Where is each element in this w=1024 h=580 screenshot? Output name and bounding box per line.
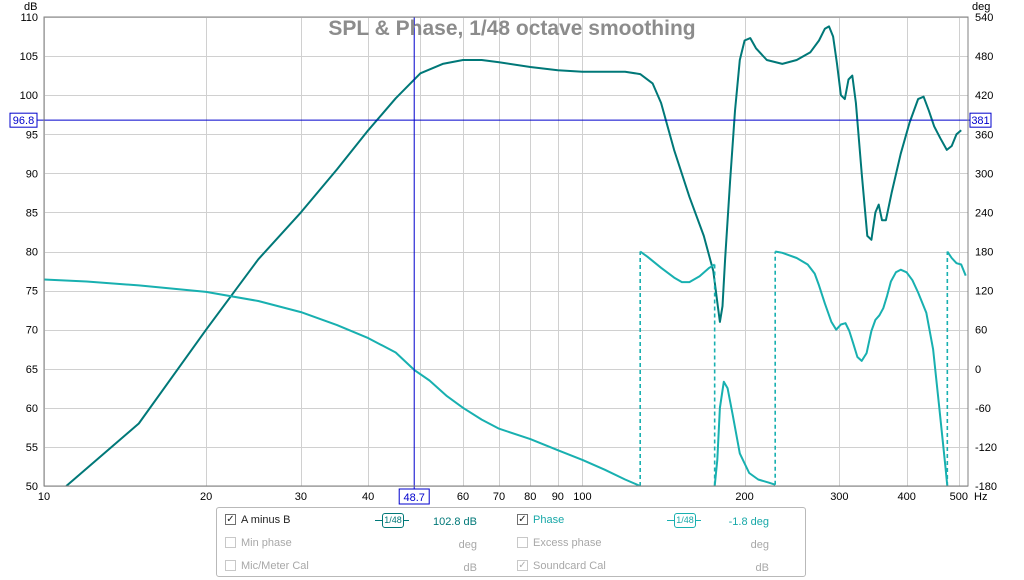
legend-item-excess-phase[interactable]: Excess phase [517,536,602,550]
checkbox-checked-icon[interactable]: ✓ [225,513,236,525]
phase-line [713,380,776,486]
phase-line [44,278,641,486]
smoothing-control-a-minus-b[interactable]: 1/48 [375,512,409,528]
x-tick-label: 200 [735,491,753,503]
cursor-y-right-box [969,112,992,128]
y-right-tick-label: 180 [975,247,993,259]
cursor-x-box [398,488,430,505]
y-left-tick-label: 100 [20,90,38,102]
x-tick-label: 20 [200,491,212,503]
y-left-tick-label: 70 [26,325,38,337]
grid [44,17,968,487]
legend-unit-mic-meter-cal: dB [463,562,477,574]
legend-item-a-minus-b[interactable]: ✓ A minus B [225,513,291,527]
tick-labels: 1020304050607080901002003004005005055606… [20,12,997,503]
y-right-tick-label: 0 [975,364,981,376]
x-tick-label: 30 [295,491,307,503]
y-right-unit: deg [972,1,990,13]
plot-frame [43,16,969,487]
y-left-tick-label: 110 [20,12,38,24]
y-left-tick-label: 55 [26,442,38,454]
spl-phase-chart[interactable]: 1020304050607080901002003004005005055606… [0,0,1024,505]
legend-label-a-minus-b: A minus B [241,514,291,527]
checkbox-checked-disabled-icon[interactable]: ✓ [517,559,528,571]
checkbox-unchecked-icon[interactable] [517,536,528,548]
legend-item-soundcard-cal[interactable]: ✓ Soundcard Cal [517,559,606,573]
legend-label-min-phase: Min phase [241,537,292,550]
y-left-tick-label: 90 [26,168,38,180]
y-left-tick-label: 80 [26,247,38,259]
y-left-tick-label: 95 [26,129,38,141]
y-right-tick-label: 420 [975,90,993,102]
legend-row-spl: ✓ A minus B 1/48 102.8 dB ✓ Phase 1/48 -1.… [217,510,805,532]
y-left-tick-label: 65 [26,364,38,376]
legend-panel: ✓ A minus B 1/48 102.8 dB ✓ Phase 1/48 -1.… [216,507,806,577]
legend-value-a-minus-b: 102.8 dB [432,516,477,528]
smoothing-badge: 1/48 [382,513,404,528]
legend-item-mic-meter-cal[interactable]: Mic/Meter Cal [225,559,309,573]
x-tick-label: 400 [897,491,915,503]
x-tick-label: 500 [950,491,968,503]
y-right-tick-label: 540 [975,12,993,24]
phase-line [639,250,716,284]
y-right-tick-label: 480 [975,51,993,63]
smoothing-badge: 1/48 [674,513,696,528]
series-layer [44,25,967,486]
legend-unit-soundcard-cal: dB [755,562,769,574]
y-right-tick-label: 60 [975,325,987,337]
x-tick-label: 60 [457,491,469,503]
y-left-tick-label: 50 [26,481,38,493]
x-tick-label: 300 [830,491,848,503]
checkbox-unchecked-icon[interactable] [225,536,236,548]
legend-unit-excess-phase: deg [750,539,769,551]
legend-value-phase: -1.8 deg [728,516,769,528]
y-left-tick-label: 60 [26,403,38,415]
legend-unit-min-phase: deg [458,539,477,551]
cursor[interactable]: 96.8 381 48.7 [9,17,992,505]
checkbox-unchecked-icon[interactable] [225,559,236,571]
phase-line [775,250,949,486]
y-right-tick-label: 240 [975,207,993,219]
y-left-tick-label: 105 [20,51,38,63]
y-left-tick-label: 75 [26,286,38,298]
x-tick-label: 80 [524,491,536,503]
legend-label-soundcard-cal: Soundcard Cal [533,560,606,573]
legend-label-mic-meter-cal: Mic/Meter Cal [241,560,309,573]
x-tick-label: 90 [552,491,564,503]
cursor-y-left-box [9,112,38,128]
y-left-tick-label: 85 [26,207,38,219]
spl-line [65,25,962,486]
legend-label-phase: Phase [533,514,565,527]
y-right-tick-label: -180 [975,481,997,493]
y-right-tick-label: 300 [975,168,993,180]
x-tick-label: 70 [493,491,505,503]
chart-title: SPL & Phase, 1/48 octave smoothing [328,17,695,40]
x-tick-label: 100 [573,491,591,503]
y-right-tick-label: -60 [975,403,991,415]
legend-item-phase[interactable]: ✓ Phase [517,513,565,527]
legend-row-cal: Mic/Meter Cal dB ✓ Soundcard Cal dB [217,556,805,578]
cursor-y-left-label: 96.8 [13,115,34,127]
cursor-y-right-label: 381 [971,115,989,127]
x-tick-label: 40 [362,491,374,503]
phase-line [946,250,967,276]
y-right-tick-label: 360 [975,129,993,141]
y-right-tick-label: -120 [975,442,997,454]
legend-label-excess-phase: Excess phase [533,537,602,550]
x-unit: Hz [974,491,987,503]
legend-item-min-phase[interactable]: Min phase [225,536,292,550]
y-left-unit: dB [24,1,37,13]
x-tick-label: 10 [38,491,50,503]
checkbox-checked-icon[interactable]: ✓ [517,513,528,525]
legend-row-min-phase: Min phase deg Excess phase deg [217,533,805,555]
smoothing-control-phase[interactable]: 1/48 [667,512,701,528]
y-right-tick-label: 120 [975,286,993,298]
cursor-x-label: 48.7 [403,492,424,504]
